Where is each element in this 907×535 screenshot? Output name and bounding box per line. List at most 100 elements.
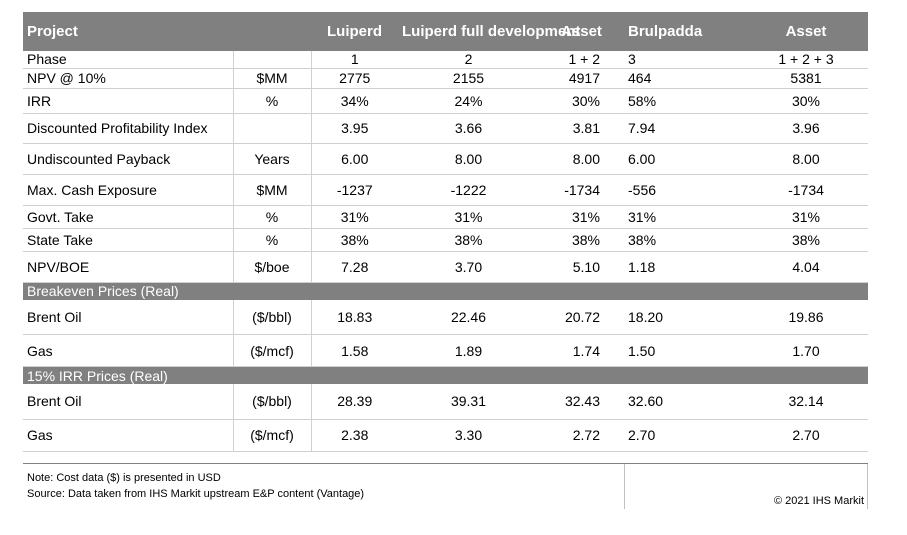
row-label: Discounted Profitability Index [23,113,233,144]
header-unit [233,12,311,51]
table-row: Gas ($/mcf) 2.38 3.30 2.72 2.70 2.70 [23,419,868,452]
cell-brulpadda: 18.20 [624,299,744,335]
copyright: © 2021 IHS Markit [773,495,864,507]
row-label: NPV/BOE [23,251,233,283]
cell-asset-123: 38% [744,228,868,252]
cell-luiperd: 2775 [311,68,398,89]
cell-asset-12: 20.72 [539,299,624,335]
cell-asset-123: 2.70 [744,419,868,452]
header-row: Project Luiperd Luiperd full development… [23,12,868,51]
cell-luiperd: -1237 [311,174,398,206]
cell-luiperd-full: 8.00 [398,143,539,175]
row-unit: ($/bbl) [232,299,312,335]
row-label: Brent Oil [23,384,233,420]
cell-brulpadda: 31% [624,205,744,229]
cell-asset-12: 32.43 [539,384,624,420]
cell-asset-12: 1.74 [539,334,624,367]
footer-divider [624,464,625,509]
row-unit [232,113,312,144]
cell-asset-123: 8.00 [744,143,868,175]
cell-asset-12: 38% [539,228,624,252]
cell-luiperd-full: 2 [398,51,539,69]
table-row: Gas ($/mcf) 1.58 1.89 1.74 1.50 1.70 [23,334,868,367]
cell-asset-12: -1734 [539,174,624,206]
header-luiperd-full: Luiperd full development [398,12,580,51]
section-irr15-title: 15% IRR Prices (Real) [23,366,868,384]
table-row: NPV/BOE $/boe 7.28 3.70 5.10 1.18 4.04 [23,251,868,283]
cell-luiperd-full: -1222 [398,174,539,206]
row-label: Undiscounted Payback [23,143,233,175]
row-label: NPV @ 10% [23,68,233,89]
table-row: NPV @ 10% $MM 2775 2155 4917 464 5381 [23,68,868,89]
cell-asset-123: 1 + 2 + 3 [744,51,868,69]
cell-asset-12: 8.00 [539,143,624,175]
cell-luiperd-full: 3.66 [398,113,539,144]
cell-brulpadda: 1.50 [624,334,744,367]
cell-luiperd: 1.58 [311,334,398,367]
table-row: Brent Oil ($/bbl) 28.39 39.31 32.43 32.60 32.1… [23,384,868,420]
cell-luiperd-full: 3.30 [398,419,539,452]
table-row: Brent Oil ($/bbl) 18.83 22.46 20.72 18.20 19.8… [23,299,868,335]
table-row: Undiscounted Payback Years 6.00 8.00 8.00 6.0… [23,143,868,175]
row-unit: ($/bbl) [232,384,312,420]
row-label: Phase [23,51,233,69]
cell-asset-123: 3.96 [744,113,868,144]
section-breakeven-title: Breakeven Prices (Real) [23,282,868,300]
row-label: Gas [23,334,233,367]
cell-asset-12: 3.81 [539,113,624,144]
cell-asset-12: 31% [539,205,624,229]
cell-asset-12: 2.72 [539,419,624,452]
cell-asset-123: 19.86 [744,299,868,335]
cell-luiperd-full: 3.70 [398,251,539,283]
cell-brulpadda: -556 [624,174,744,206]
economics-table: Project Luiperd Luiperd full development… [23,12,868,452]
row-label: Govt. Take [23,205,233,229]
cell-asset-12: 5.10 [539,251,624,283]
cell-brulpadda: 32.60 [624,384,744,420]
cell-asset-123: -1734 [744,174,868,206]
row-label: Gas [23,419,233,452]
row-unit: ($/mcf) [232,334,312,367]
cell-asset-12: 1 + 2 [539,51,624,69]
cell-brulpadda: 3 [624,51,744,69]
cell-luiperd-full: 39.31 [398,384,539,420]
cell-asset-123: 1.70 [744,334,868,367]
cell-luiperd: 6.00 [311,143,398,175]
cell-luiperd-full: 2155 [398,68,539,89]
row-unit: $MM [232,174,312,206]
cell-brulpadda: 2.70 [624,419,744,452]
row-unit: $MM [232,68,312,89]
cell-brulpadda: 1.18 [624,251,744,283]
section-breakeven: Breakeven Prices (Real) [23,282,868,300]
cell-luiperd: 2.38 [311,419,398,452]
cell-luiperd: 38% [311,228,398,252]
cell-luiperd: 31% [311,205,398,229]
cell-luiperd: 34% [311,88,398,114]
row-unit: % [232,228,312,252]
cell-asset-123: 32.14 [744,384,868,420]
cell-asset-123: 31% [744,205,868,229]
row-unit: Years [232,143,312,175]
footer-text: Note: Cost data ($) is presented in USD … [27,470,364,502]
cell-asset-12: 4917 [539,68,624,89]
table-row: Govt. Take% 31% 31% 31% 31% 31% [23,205,868,229]
row-label: Brent Oil [23,299,233,335]
header-brulpadda: Brulpadda [624,12,744,51]
cell-brulpadda: 38% [624,228,744,252]
header-asset-123: Asset [744,12,868,51]
source-note: Source: Data taken from IHS Markit upstr… [27,488,365,500]
cell-luiperd: 18.83 [311,299,398,335]
footer-right-edge [867,464,868,509]
cell-luiperd-full: 31% [398,205,539,229]
cell-luiperd: 1 [311,51,398,69]
cell-asset-123: 30% [744,88,868,114]
cell-asset-12: 30% [539,88,624,114]
header-asset-12: Asset [539,12,624,51]
table-row: IRR% 34% 24% 30% 58% 30% [23,88,868,114]
row-unit [232,51,312,69]
header-project: Project [23,12,233,51]
cell-luiperd-full: 1.89 [398,334,539,367]
section-irr15: 15% IRR Prices (Real) [23,366,868,384]
cell-asset-123: 4.04 [744,251,868,283]
